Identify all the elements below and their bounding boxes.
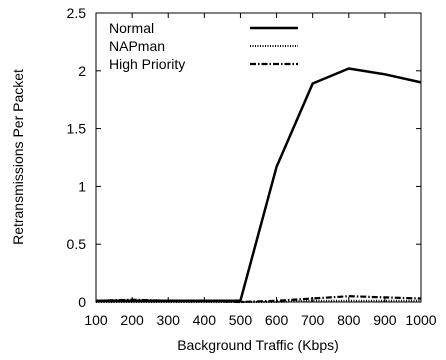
- x-tick-label: 900: [373, 312, 397, 328]
- y-tick-label: 0.5: [67, 236, 87, 252]
- y-tick-label: 1: [78, 178, 86, 194]
- tick-marks: [95, 12, 422, 303]
- tick-labels: 100 200 300 400 500 600 700 800 900 1000 0 0.5 1 1.5 2…: [67, 5, 437, 328]
- x-tick-label: 1000: [405, 312, 436, 328]
- y-axis-label: Retransmissions Per Packet: [10, 69, 26, 245]
- x-axis-label: Background Traffic (Kbps): [177, 337, 339, 353]
- series-lines: [95, 67, 422, 304]
- series-line-high-priority: [95, 295, 422, 304]
- legend-label: Normal: [109, 20, 154, 36]
- x-tick-label: 800: [337, 312, 361, 328]
- x-tick-label: 400: [193, 312, 217, 328]
- y-tick-label: 1.5: [67, 121, 87, 137]
- x-tick-label: 200: [120, 312, 144, 328]
- x-tick-label: 600: [265, 312, 289, 328]
- series-line-normal: [96, 67, 422, 303]
- x-tick-label: 300: [157, 312, 181, 328]
- y-tick-label: 2: [78, 63, 86, 79]
- legend-label: NAPman: [109, 38, 165, 54]
- y-tick-label: 0: [78, 294, 86, 310]
- legend: Normal NAPman High Priority: [109, 20, 298, 72]
- x-tick-label: 100: [84, 312, 108, 328]
- y-tick-label: 2.5: [67, 5, 87, 21]
- legend-label: High Priority: [109, 56, 185, 72]
- x-tick-label: 500: [229, 312, 253, 328]
- x-tick-label: 700: [301, 312, 325, 328]
